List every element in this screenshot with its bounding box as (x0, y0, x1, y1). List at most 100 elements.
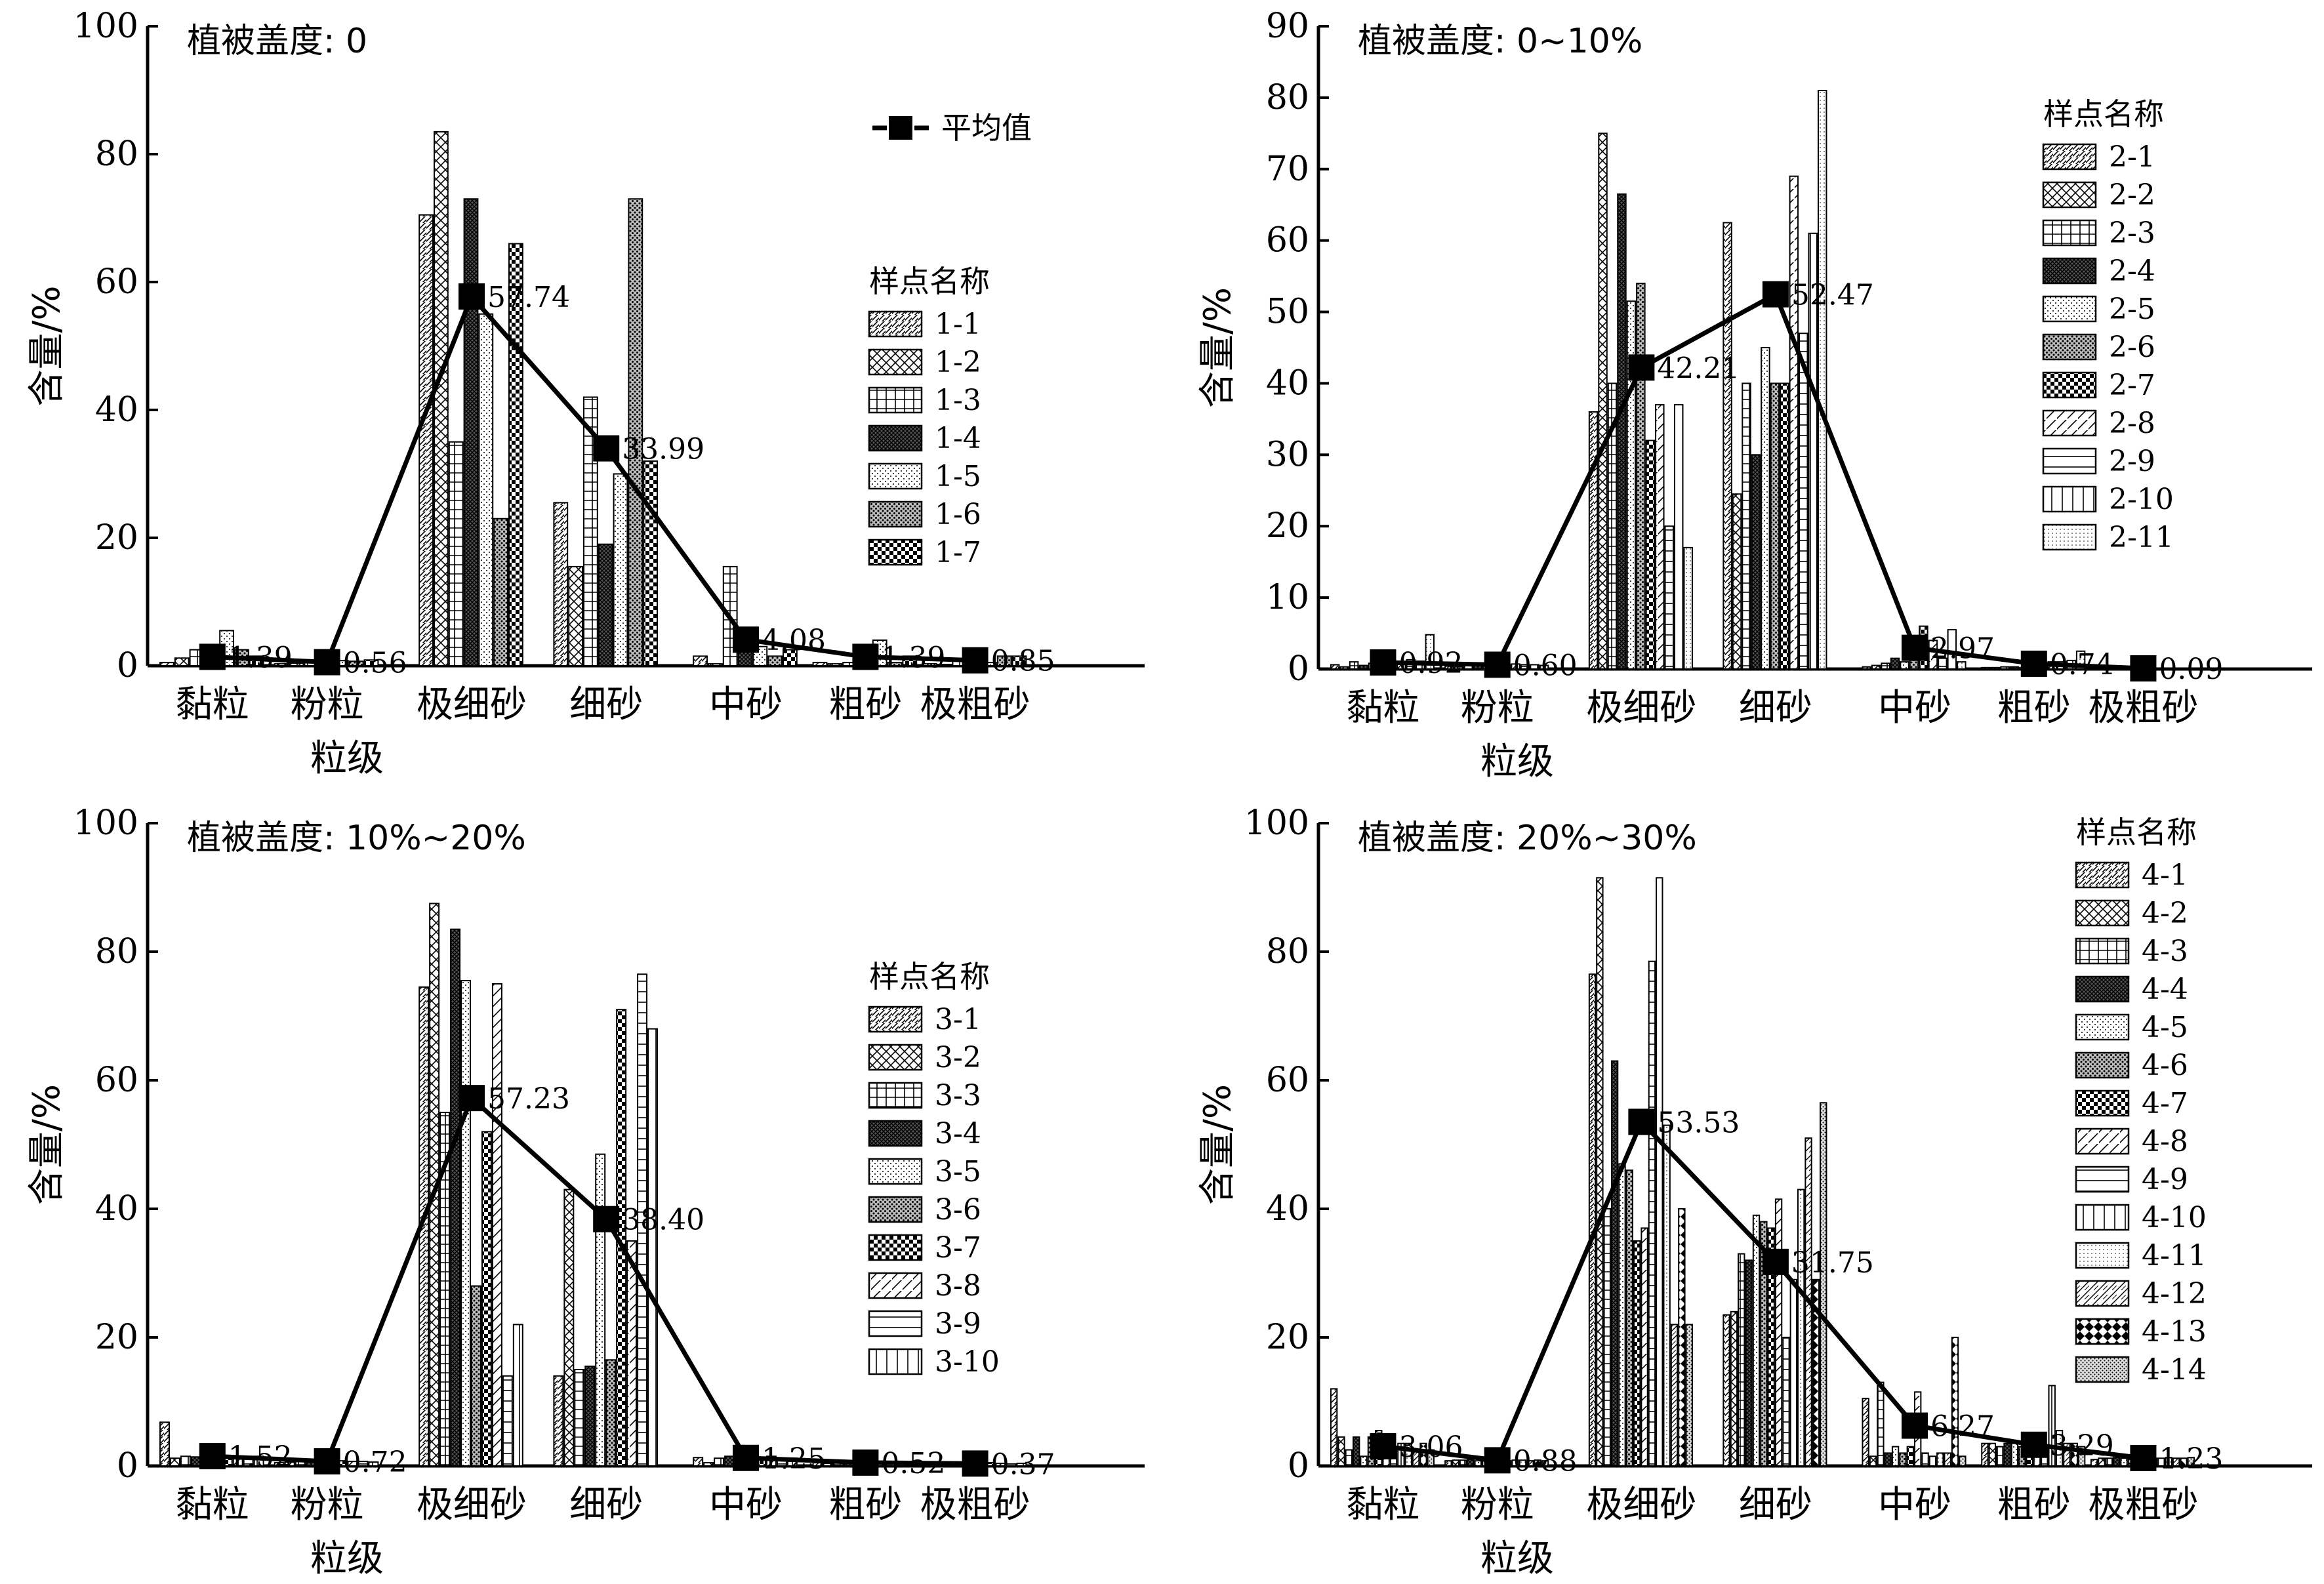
legend-swatch (2075, 1204, 2130, 1231)
legend-title: 样点名称 (869, 264, 990, 299)
legend-label: 3-1 (935, 1003, 981, 1036)
legend-label: 1-1 (935, 308, 981, 341)
bar-3-4 (190, 1456, 201, 1467)
mean-marker (314, 1448, 340, 1474)
legend-label: 2-10 (2109, 483, 2174, 516)
bar-4-12 (1526, 1460, 1534, 1467)
legend-swatch (868, 310, 923, 338)
legend-label: 2-8 (2109, 407, 2155, 440)
category-label: 黏粒 (1346, 687, 1419, 729)
mean-marker (733, 626, 759, 653)
bar-2-10 (1808, 232, 1818, 670)
mean-marker (1370, 649, 1396, 676)
category-label: 粉粒 (291, 1484, 364, 1526)
y-tick-label: 60 (95, 262, 138, 302)
bar-4-5 (2010, 1442, 2019, 1467)
bar-4-4 (1610, 1060, 1619, 1467)
mean-marker (2130, 1444, 2157, 1471)
bar-2-2 (1339, 666, 1349, 670)
mean-value-label: 42.21 (1657, 352, 1740, 385)
y-tick-label: 40 (95, 390, 138, 430)
legend-swatch (868, 1120, 923, 1147)
legend-swatch (2075, 1280, 2130, 1307)
legend-swatch (868, 1044, 923, 1071)
bar-3-3 (180, 1455, 191, 1467)
bar-4-12 (2172, 1457, 2180, 1467)
bar-4-5 (2120, 1457, 2128, 1467)
bar-4-10 (1928, 1455, 1937, 1467)
legend-label: 2-6 (2109, 331, 2155, 364)
bar-4-3 (2105, 1457, 2113, 1467)
bar-3-8 (995, 1463, 1006, 1467)
legend-label: 3-4 (935, 1117, 981, 1150)
category-label: 中砂 (1878, 1484, 1951, 1526)
bar-4-4 (1353, 1436, 1360, 1467)
bar-3-1 (159, 1421, 170, 1467)
bar-2-11 (1425, 634, 1435, 670)
legend-label: 3-3 (935, 1079, 981, 1112)
bar-2-3 (1607, 382, 1618, 670)
mean-value-label: 0.92 (1398, 647, 1463, 680)
mean-value-label: 57.74 (487, 281, 570, 314)
legend-label: 1-4 (935, 422, 981, 455)
y-tick-label: 60 (1266, 1061, 1309, 1100)
bar-4-14 (1959, 1455, 1967, 1467)
mean-value-label: 0.85 (991, 645, 1055, 678)
bar-4-11 (1404, 1442, 1412, 1467)
bar-2-4 (1890, 657, 1900, 670)
bar-1-2 (937, 664, 952, 666)
legend-swatch (868, 1272, 923, 1299)
bar-4-10 (1397, 1442, 1405, 1467)
bar-2-5 (1761, 347, 1770, 670)
bar-2-7 (1645, 439, 1656, 670)
bar-2-11 (1539, 664, 1549, 670)
bar-4-2 (1337, 1436, 1345, 1467)
bar-2-4 (1358, 664, 1368, 670)
category-label: 极细砂 (1586, 687, 1696, 729)
y-tick-label: 100 (73, 803, 138, 843)
legend-swatch (868, 1082, 923, 1109)
bar-3-10 (647, 1028, 658, 1467)
legend-label: 4-1 (2142, 859, 2188, 892)
bar-4-7 (1906, 1446, 1914, 1467)
bar-4-13 (2180, 1457, 2188, 1467)
bar-1-1 (922, 663, 937, 667)
legend-label: 2-4 (2109, 254, 2155, 288)
category-label: 极粗砂 (920, 683, 1030, 726)
panel-vegetation-20-30: 0 20 40 60 80 100 含量/% 粒级 植被盖度: 20%~30% 黏粒 粉粒 极细砂 细砂… (1196, 803, 2312, 1580)
mean-value-label: 0.74 (2050, 648, 2114, 681)
bar-3-2 (563, 1188, 575, 1467)
legend-swatch (2075, 861, 2130, 889)
category-label: 粗砂 (828, 683, 902, 726)
bar-3-9 (357, 1461, 369, 1467)
bar-4-1 (1444, 1460, 1452, 1467)
bar-3-9 (502, 1375, 513, 1467)
legend-swatch (2075, 975, 2130, 1003)
mean-value-label: 0.88 (1513, 1444, 1578, 1478)
legend-swatch (868, 348, 923, 376)
legend-swatch (2042, 181, 2097, 209)
legend-label: 4-5 (2142, 1011, 2188, 1044)
bar-3-8 (626, 1240, 638, 1467)
bar-3-10 (1016, 1463, 1027, 1467)
bar-1-4 (463, 198, 479, 666)
y-tick-label: 80 (95, 134, 138, 174)
mean-marker (1628, 354, 1655, 381)
legend-label: 1-7 (935, 536, 981, 569)
legend-swatch (2042, 485, 2097, 513)
y-tick-label: 0 (1288, 649, 1309, 689)
y-axis-title: 含量/% (1196, 1084, 1239, 1205)
category-label: 黏粒 (1346, 1484, 1419, 1526)
mean-marker (962, 1450, 989, 1477)
category-label: 极细砂 (417, 683, 527, 726)
bar-1-1 (274, 663, 289, 667)
mean-marker (199, 1443, 226, 1470)
y-tick-label: 90 (1266, 7, 1309, 46)
category-label: 极粗砂 (2088, 687, 2198, 729)
bar-4-1 (1862, 1398, 1869, 1467)
bar-1-2 (289, 662, 304, 666)
bar-4-12 (1944, 1452, 1951, 1467)
mean-marker (459, 283, 485, 310)
category-label: 中砂 (709, 1484, 783, 1526)
y-tick-label: 10 (1266, 578, 1309, 617)
